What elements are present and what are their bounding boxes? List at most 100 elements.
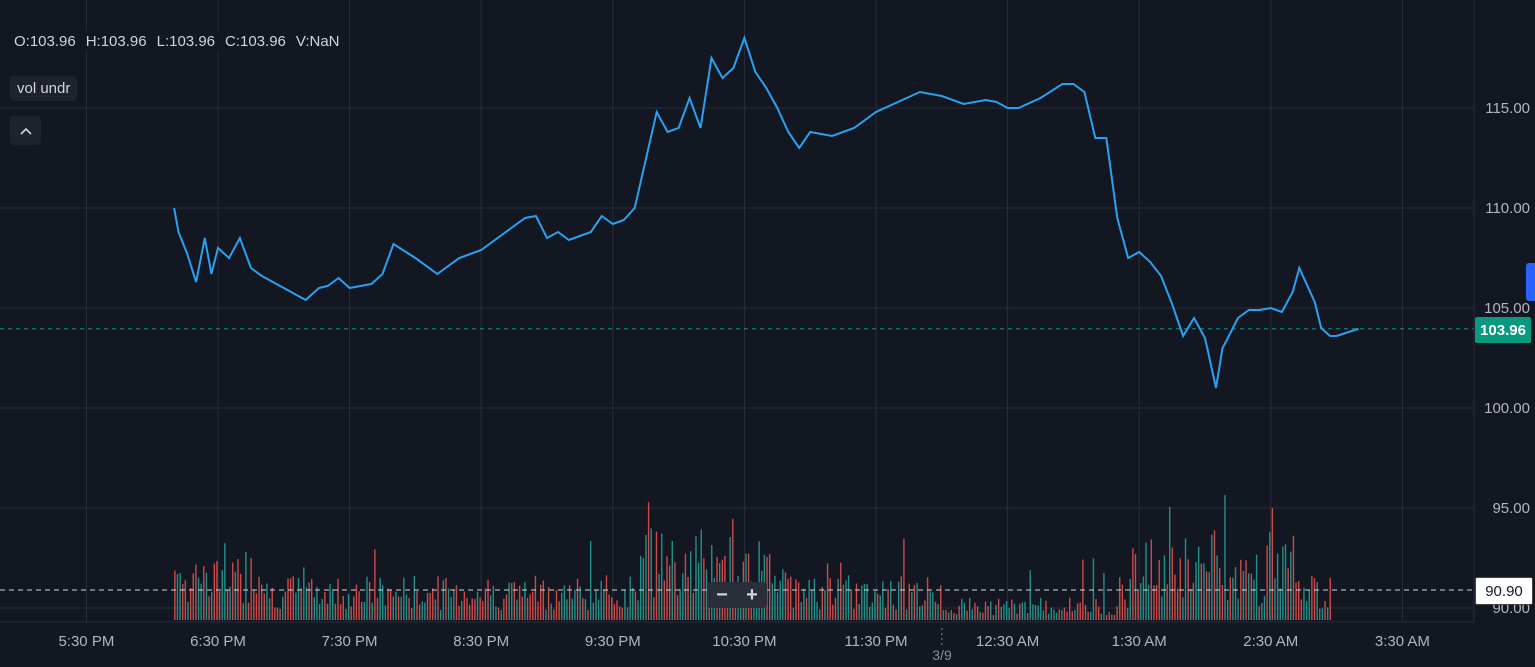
volume-bar xyxy=(176,574,179,620)
volume-bar xyxy=(1300,599,1303,620)
volume-bar xyxy=(1182,597,1184,620)
x-tick-label: 6:30 PM xyxy=(190,633,246,650)
volume-bar xyxy=(858,604,860,620)
volume-bar xyxy=(466,597,468,620)
y-tick-label: 110.00 xyxy=(1485,200,1530,217)
volume-bar xyxy=(242,602,244,620)
volume-bar xyxy=(371,602,373,620)
volume-bar xyxy=(408,597,410,620)
volume-bar xyxy=(363,601,366,620)
x-tick-label: 1:30 AM xyxy=(1112,633,1167,650)
volume-bar xyxy=(537,601,539,620)
volume-bar xyxy=(205,572,208,620)
volume-bar xyxy=(318,604,321,620)
zoom-out-button[interactable]: − xyxy=(716,583,728,606)
volume-bar xyxy=(697,562,700,620)
volume-bar xyxy=(358,591,360,620)
side-panel-toggle[interactable] xyxy=(1526,263,1535,301)
volume-bar xyxy=(639,555,642,620)
volume-bar xyxy=(655,531,658,620)
volume-bar xyxy=(729,536,731,620)
volume-bar xyxy=(605,575,608,620)
time-axis: 5:30 PM 6:30 PM 7:30 PM 8:30 PM 9:30 PM 10:30… xyxy=(58,628,1430,650)
volume-bar xyxy=(405,594,408,620)
volume-bar xyxy=(397,596,400,620)
volume-bar xyxy=(905,609,908,620)
volume-bar xyxy=(984,601,987,620)
volume-bar xyxy=(595,590,597,620)
indicator-label-vol-undr[interactable]: vol undr xyxy=(10,76,78,101)
volume-bar xyxy=(450,597,452,620)
volume-bar xyxy=(1321,608,1324,620)
legend-close: C:103.96 xyxy=(225,33,286,50)
volume-bar xyxy=(1263,595,1266,620)
volume-bar xyxy=(476,591,479,620)
volume-bar xyxy=(971,609,974,620)
volume-bar xyxy=(818,609,821,620)
volume-bar xyxy=(650,528,652,620)
volume-bar xyxy=(1058,609,1060,620)
volume-bar xyxy=(790,576,792,620)
volume-bar xyxy=(847,575,850,620)
volume-bar xyxy=(516,599,518,620)
volume-bar xyxy=(663,580,666,620)
volume-bar xyxy=(892,604,895,620)
volume-bar xyxy=(1145,542,1147,620)
volume-bar xyxy=(1063,607,1066,620)
volume-bar xyxy=(679,589,681,620)
volume-bar xyxy=(576,578,579,620)
volume-bar xyxy=(366,576,368,620)
volume-bar xyxy=(1021,602,1024,620)
volume-bar xyxy=(589,540,592,620)
volume-bar xyxy=(374,549,376,620)
volume-bar xyxy=(824,589,826,620)
ohlc-legend: O:103.96 H:103.96 L:103.96 C:103.96 V:Na… xyxy=(10,31,344,52)
volume-bar xyxy=(1040,597,1042,620)
x-tick-label: 11:30 PM xyxy=(844,633,907,650)
volume-bar xyxy=(1163,555,1166,620)
volume-bar xyxy=(1069,597,1071,620)
volume-bar xyxy=(768,554,771,620)
volume-bar xyxy=(1200,563,1203,620)
volume-bar xyxy=(1042,610,1045,620)
volume-bar xyxy=(592,602,595,620)
volume-bar xyxy=(684,553,687,620)
collapse-legend-button[interactable] xyxy=(10,116,41,145)
volume-bar xyxy=(603,589,605,620)
volume-bar xyxy=(695,536,697,620)
volume-bar xyxy=(1208,572,1210,620)
volume-bar xyxy=(289,578,292,620)
volume-bar xyxy=(429,592,431,620)
volume-bar xyxy=(934,601,937,620)
volume-bar xyxy=(1013,603,1016,620)
volume-bar xyxy=(342,595,344,620)
volume-bar xyxy=(1305,601,1308,620)
volume-bar xyxy=(1179,558,1181,620)
volume-bar xyxy=(992,614,995,620)
volume-bar xyxy=(732,518,734,620)
volume-bar xyxy=(1000,606,1002,620)
volume-bar xyxy=(1203,563,1205,620)
volume-bar xyxy=(803,588,805,620)
volume-bar xyxy=(1100,613,1102,620)
volume-bar xyxy=(558,601,560,620)
volume-bar xyxy=(882,581,884,620)
volume-bar xyxy=(258,576,260,620)
volume-bar xyxy=(1084,605,1087,620)
volume-bar xyxy=(1061,610,1063,620)
volume-bar xyxy=(218,591,221,620)
volume-bar xyxy=(458,605,460,620)
volume-bar xyxy=(624,589,626,620)
volume-bar xyxy=(203,566,205,620)
volume-bar xyxy=(584,599,587,620)
volume-bar xyxy=(690,551,692,620)
volume-bar xyxy=(787,578,789,620)
volume-bar xyxy=(866,584,868,620)
volume-bar xyxy=(753,596,755,620)
x-tick-label: 7:30 PM xyxy=(322,633,378,650)
volume-bar xyxy=(797,582,800,620)
volume-bar xyxy=(453,589,455,620)
volume-bar xyxy=(553,609,555,620)
zoom-in-button[interactable]: + xyxy=(746,583,758,606)
